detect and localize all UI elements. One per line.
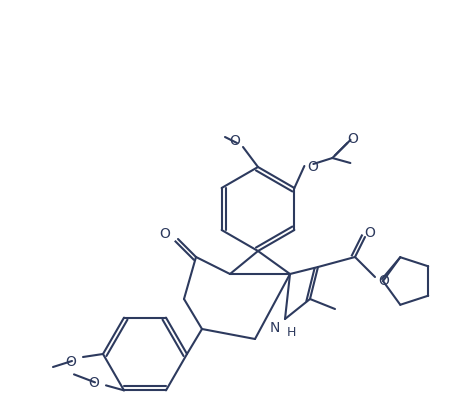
Text: O: O [365,226,375,239]
Text: O: O [65,354,76,368]
Text: O: O [307,160,318,174]
Text: O: O [159,226,170,241]
Text: H: H [287,325,296,338]
Text: N: N [270,320,280,334]
Text: O: O [88,375,99,390]
Text: O: O [347,132,358,146]
Text: O: O [229,134,240,148]
Text: O: O [378,273,389,287]
